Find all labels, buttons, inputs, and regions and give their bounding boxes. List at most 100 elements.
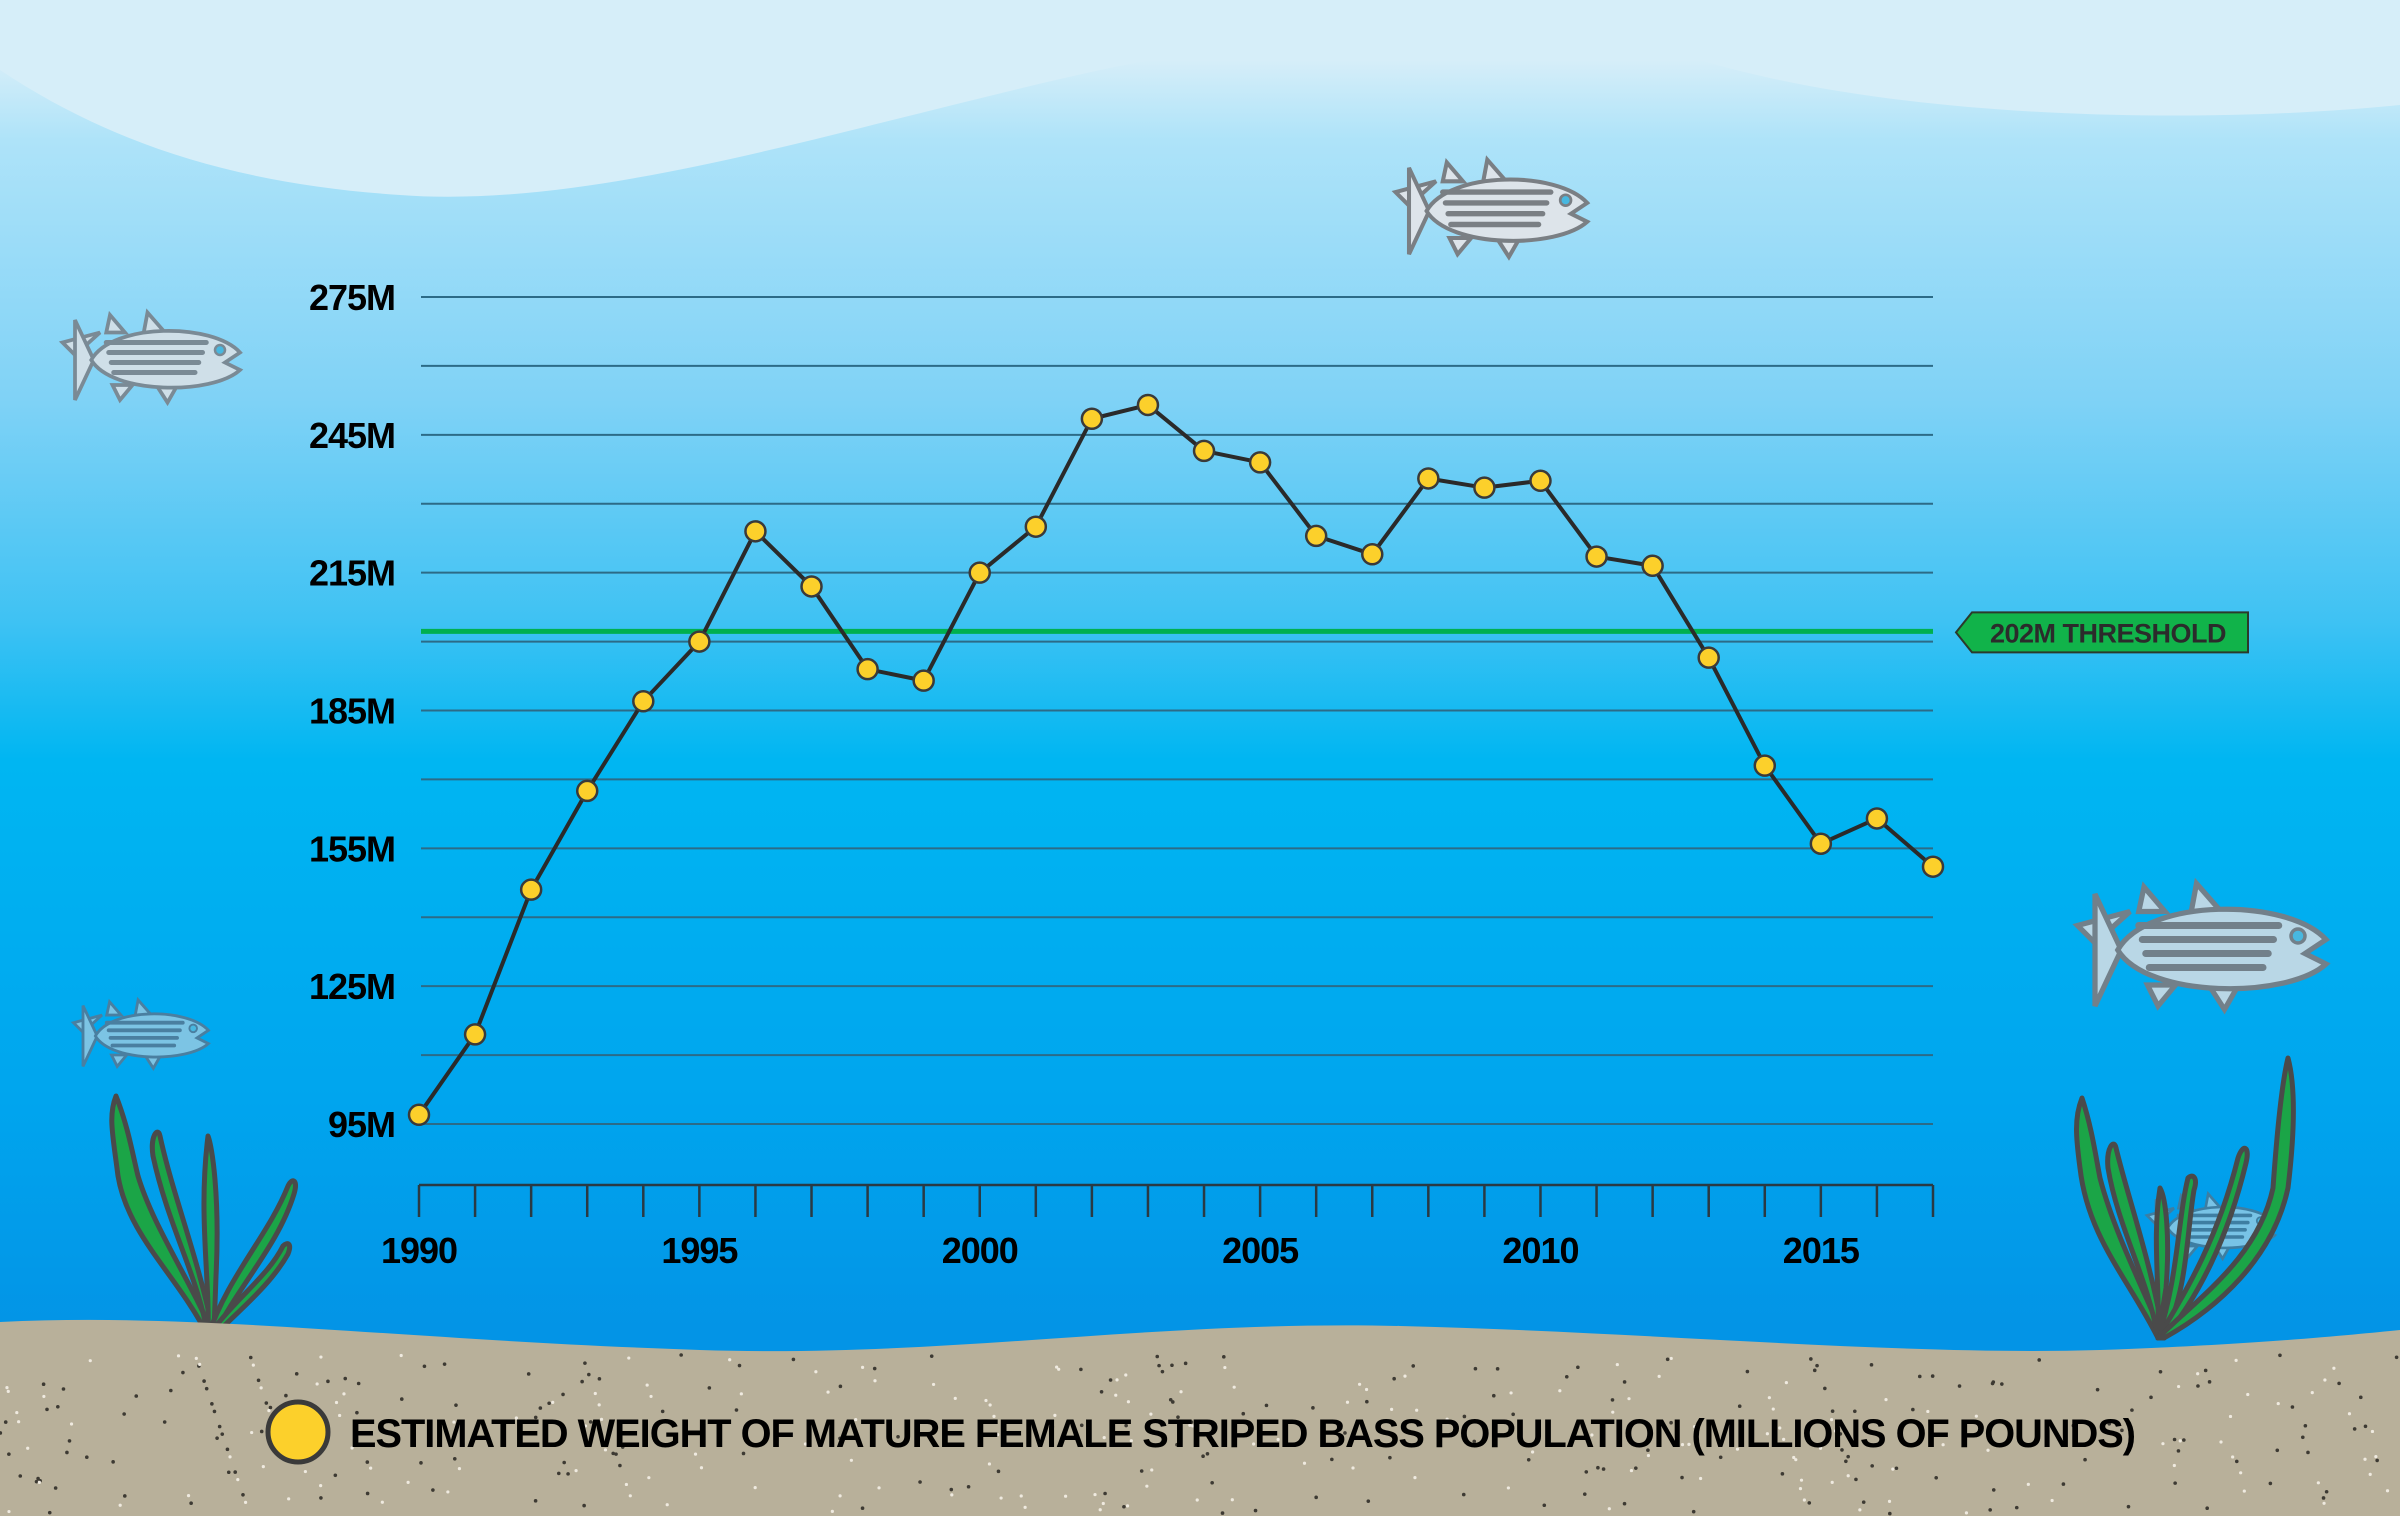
sand-speck xyxy=(1771,1407,1775,1411)
sand-speck xyxy=(2228,1414,2233,1419)
sand-speck xyxy=(996,1433,1000,1437)
sand-speck xyxy=(1411,1364,1416,1368)
sand-speck xyxy=(1472,1439,1477,1444)
sand-speck xyxy=(454,1403,458,1407)
sand-speck xyxy=(2231,1455,2235,1459)
sand-speck xyxy=(1607,1507,1611,1511)
sand-speck xyxy=(1253,1508,1258,1513)
data-point xyxy=(1080,407,1104,431)
sand-speck xyxy=(728,1358,732,1362)
sand-speck xyxy=(931,1382,936,1387)
sand-speck xyxy=(365,1491,370,1496)
sand-speck xyxy=(1122,1504,1126,1509)
sand-speck xyxy=(996,1469,1001,1474)
sand-speck xyxy=(287,1497,291,1501)
sand-speck xyxy=(1108,1378,1113,1382)
sand-speck xyxy=(212,1409,217,1414)
sand-speck xyxy=(1861,1500,1866,1504)
sand-speck xyxy=(699,1466,704,1470)
sand-speck xyxy=(1345,1400,1350,1404)
sand-speck xyxy=(1634,1466,1638,1470)
sand-speck xyxy=(620,1445,625,1449)
legend: ESTIMATED WEIGHT OF MATURE FEMALE STRIPE… xyxy=(265,1399,2136,1465)
y-tick-label: 185M xyxy=(309,691,395,732)
fish-icon xyxy=(1391,155,1591,261)
sand-speck xyxy=(877,1486,881,1490)
sand-speck xyxy=(2120,1428,2124,1433)
sand-speck xyxy=(665,1503,669,1507)
sand-speck xyxy=(1596,1465,1600,1470)
sand-speck xyxy=(1351,1466,1355,1470)
seaweed-right xyxy=(2074,1055,2296,1341)
sand-speck xyxy=(1687,1442,1691,1447)
sand-speck xyxy=(2278,1353,2282,1358)
sand-speck xyxy=(1390,1407,1394,1412)
sand-speck xyxy=(1055,1365,1059,1369)
sand-speck xyxy=(1991,1488,1996,1492)
sand-speck xyxy=(1799,1478,1804,1482)
sand-speck xyxy=(1526,1457,1531,1462)
sand-speck xyxy=(1179,1390,1183,1394)
data-point xyxy=(1529,469,1552,493)
sand-speck xyxy=(338,1413,342,1418)
sand-speck xyxy=(533,1499,538,1503)
sand-speck xyxy=(1064,1494,1068,1498)
sand-speck xyxy=(1794,1458,1798,1462)
sand-speck xyxy=(547,1401,551,1406)
data-point xyxy=(1248,451,1272,474)
sand-speck xyxy=(1990,1381,1995,1386)
sand-speck xyxy=(2095,1387,2100,1392)
sand-speck xyxy=(122,1412,126,1416)
sand-speck xyxy=(753,1485,757,1490)
sand-speck xyxy=(181,1370,185,1375)
y-tick-label: 95M xyxy=(328,1104,395,1145)
seaweed-blade xyxy=(2155,1173,2198,1341)
sand-speck xyxy=(597,1377,602,1381)
sand-speck xyxy=(1413,1476,1417,1480)
sand-speck xyxy=(2203,1368,2208,1373)
sand-speck xyxy=(1343,1431,1347,1435)
sand-speck xyxy=(1792,1455,1796,1460)
sand-speck xyxy=(627,1356,631,1360)
sand-speck xyxy=(294,1372,299,1376)
sand-speck xyxy=(872,1366,877,1371)
sand-speck xyxy=(2000,1382,2004,1386)
sand-speck xyxy=(2375,1458,2379,1463)
sand-speck xyxy=(2358,1395,2363,1400)
sand-speck xyxy=(452,1457,457,1461)
sand-speck xyxy=(693,1452,698,1456)
sand-speck xyxy=(561,1392,565,1397)
sand-speck xyxy=(1964,1511,1969,1515)
sand-speck xyxy=(1657,1374,1661,1378)
seaweed-blade xyxy=(109,1093,217,1339)
sand-speck xyxy=(356,1381,361,1386)
sand-speck xyxy=(739,1392,743,1396)
sand-speck xyxy=(2332,1366,2336,1370)
sand-speck xyxy=(1223,1365,1227,1370)
y-tick-label: 245M xyxy=(309,415,395,456)
sand-speck xyxy=(542,1443,546,1448)
sand-speck xyxy=(2368,1472,2372,1476)
sand-speck xyxy=(88,1359,92,1363)
sand-speck xyxy=(2310,1391,2314,1395)
sand-speck xyxy=(1812,1368,1817,1373)
sand-speck xyxy=(1680,1475,1684,1480)
sand-speck xyxy=(1891,1467,1895,1471)
sand-speck xyxy=(2234,1459,2239,1464)
sand-speck xyxy=(2071,1423,2076,1428)
fish-icon xyxy=(2072,877,2331,1015)
sand-speck xyxy=(241,1493,245,1497)
sand-speck xyxy=(7,1452,11,1456)
sand-speck xyxy=(1669,1420,1673,1425)
sand-speck xyxy=(2324,1489,2329,1494)
sand-speck xyxy=(1222,1355,1226,1359)
sand-speck xyxy=(1911,1407,1915,1412)
sand-speck xyxy=(1183,1361,1188,1366)
sand-speck xyxy=(2172,1437,2177,1442)
sand-speck xyxy=(1601,1467,1606,1471)
sand-speck xyxy=(2374,1455,2378,1459)
data-series xyxy=(407,393,1945,1127)
sand-speck xyxy=(7,1509,11,1514)
sand-speck xyxy=(319,1484,323,1488)
